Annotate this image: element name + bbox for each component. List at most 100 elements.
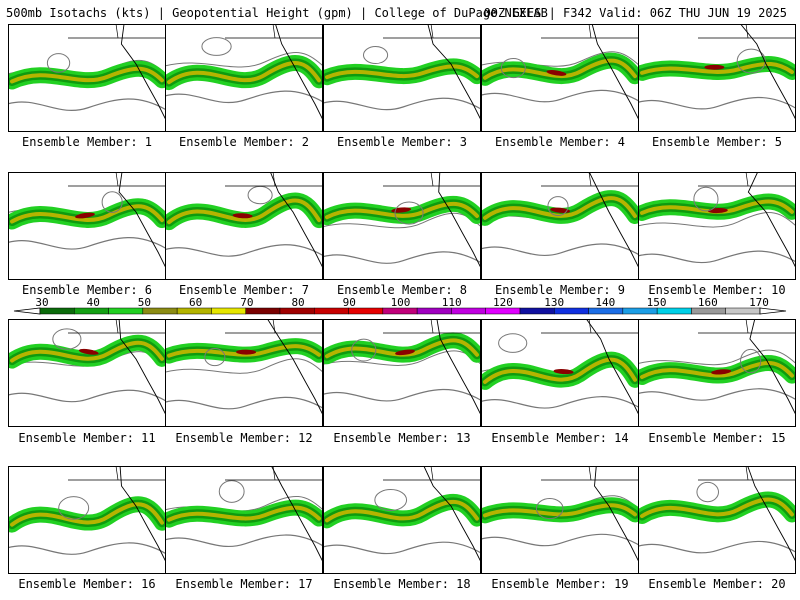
height-contour	[638, 212, 796, 228]
political-border	[68, 24, 166, 39]
coastline	[118, 319, 166, 416]
scale-tick-label: 30	[35, 296, 48, 309]
political-border	[225, 172, 323, 187]
height-contour	[165, 358, 323, 374]
coastline	[120, 24, 166, 121]
scale-tick-label: 90	[343, 296, 356, 309]
member-map-1	[8, 24, 166, 132]
height-contour	[351, 338, 377, 362]
political-border	[68, 319, 166, 334]
ensemble-panel-14	[481, 319, 639, 427]
member-label: Ensemble Member: 9	[494, 283, 626, 297]
panel-frame	[638, 172, 796, 280]
height-contour	[8, 237, 166, 250]
height-contour	[638, 96, 796, 110]
height-contour	[362, 46, 389, 65]
height-contour	[165, 90, 323, 104]
height-contour	[481, 243, 639, 257]
jet-max	[75, 212, 95, 219]
coastline	[747, 172, 796, 269]
model-run-info: 00Z GEFS | F342 Valid: 06Z THU JUN 19 20…	[483, 6, 787, 20]
height-contour	[500, 57, 526, 79]
member-label: Ensemble Member: 7	[178, 283, 310, 297]
height-contour	[638, 349, 796, 366]
scale-arrow-right	[759, 307, 787, 315]
member-label: Ensemble Member: 12	[175, 431, 313, 445]
coastline	[269, 172, 323, 269]
panel-frame	[481, 172, 639, 280]
height-contour	[204, 348, 226, 367]
member-map-10	[638, 172, 796, 280]
isotach-band	[483, 357, 637, 384]
political-border	[541, 319, 639, 334]
ensemble-panel-5	[638, 24, 796, 132]
ensemble-panel-17	[165, 466, 323, 574]
isotach-band	[640, 497, 794, 519]
isotach-band	[325, 64, 479, 80]
coastline	[436, 319, 481, 416]
map-title: 500mb Isotachs (kts) | Geopotential Heig…	[6, 6, 548, 20]
member-label: Ensemble Member: 17	[175, 577, 313, 591]
ensemble-panel-16	[8, 466, 166, 574]
member-map-7	[165, 172, 323, 280]
member-map-17	[165, 466, 323, 574]
scale-tick-label: 120	[493, 296, 513, 309]
isotach-band	[10, 66, 164, 84]
coastline	[740, 24, 796, 121]
political-border	[225, 319, 323, 334]
height-contour	[638, 540, 796, 554]
political-border	[383, 319, 481, 334]
isotach-band	[483, 196, 637, 220]
coastline	[594, 466, 639, 563]
coastline	[271, 466, 323, 563]
coastline	[585, 319, 639, 416]
height-contour	[165, 244, 323, 257]
height-contour	[165, 534, 323, 548]
political-border	[68, 466, 166, 481]
height-contour	[165, 396, 323, 410]
ensemble-panel-10	[638, 172, 796, 280]
member-label: Ensemble Member: 5	[651, 135, 783, 149]
height-contour	[52, 328, 82, 350]
member-label: Ensemble Member: 2	[178, 135, 310, 149]
coastline	[591, 24, 639, 121]
height-contour	[547, 196, 569, 217]
member-map-2	[165, 24, 323, 132]
height-contour	[498, 333, 528, 353]
member-map-16	[8, 466, 166, 574]
height-contour	[323, 388, 481, 402]
member-label: Ensemble Member: 14	[491, 431, 629, 445]
color-scale-bar: 30 40 50 60 70 80 90 100 110 120 130 140 150 160 170	[13, 296, 787, 315]
member-map-9	[481, 172, 639, 280]
political-border	[541, 466, 639, 481]
coastline	[747, 466, 796, 563]
panel-frame	[165, 172, 323, 280]
isotach-band	[640, 361, 794, 379]
height-contour	[201, 37, 232, 56]
scale-tick-label: 160	[698, 296, 718, 309]
coastline	[119, 466, 166, 563]
jet-max	[711, 369, 732, 375]
isotach-band	[483, 503, 637, 518]
jet-max	[546, 70, 567, 76]
ensemble-panel-7	[165, 172, 323, 280]
isotach-band	[325, 499, 479, 523]
jet-max	[236, 349, 257, 355]
height-contour	[535, 497, 564, 520]
scale-tick-label: 50	[138, 296, 151, 309]
member-map-3	[323, 24, 481, 132]
political-border	[383, 466, 481, 481]
isotach-band	[10, 204, 164, 224]
height-contour	[638, 388, 796, 401]
member-label: Ensemble Member: 18	[333, 577, 471, 591]
height-contour	[323, 541, 481, 555]
member-map-12	[165, 319, 323, 427]
scale-tick-label: 60	[189, 296, 202, 309]
isotach-band	[10, 502, 164, 527]
scale-tick-label: 140	[595, 296, 615, 309]
member-map-14	[481, 319, 639, 427]
isotach-band	[640, 199, 794, 215]
jet-max	[550, 207, 571, 213]
isotach-band	[167, 61, 321, 85]
member-map-8	[323, 172, 481, 280]
